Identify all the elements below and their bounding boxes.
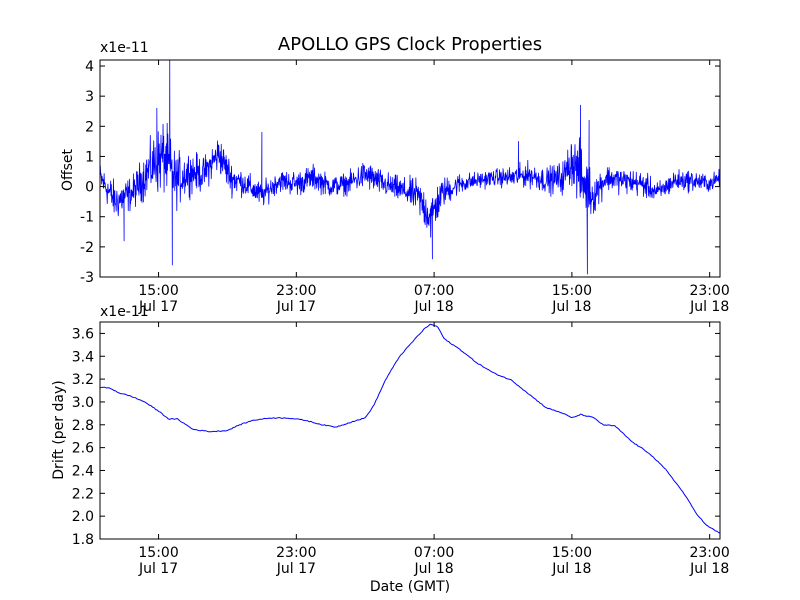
- offset-ytick-label: 2: [85, 119, 94, 135]
- offset-series-line-0: [100, 60, 720, 275]
- drift-plot-frame: [99, 321, 721, 540]
- drift-series-line-0: [100, 323, 720, 534]
- offset-xtick-date-label: Jul 17: [138, 299, 178, 315]
- drift-xtick-date-label: Jul 17: [138, 561, 178, 577]
- drift-xtick-time-label: 23:00: [276, 545, 316, 561]
- offset-y-scale-label: x1e-11: [100, 40, 149, 56]
- offset-ytick-label: -1: [80, 210, 94, 226]
- offset-xtick-time-label: 23:00: [276, 283, 316, 299]
- offset-xtick-date-label: Jul 18: [689, 299, 729, 315]
- drift-ytick-label: 2.2: [72, 486, 94, 502]
- drift-ytick-label: 3.2: [72, 372, 94, 388]
- drift-ytick-label: 2.8: [72, 418, 94, 434]
- offset-ytick-label: 3: [85, 89, 94, 105]
- offset-xtick-time-label: 15:00: [138, 283, 178, 299]
- chart-title: APOLLO GPS Clock Properties: [278, 34, 542, 55]
- drift-xtick-date-label: Jul 18: [414, 561, 454, 577]
- drift-ytick-label: 3.4: [72, 349, 94, 365]
- offset-xtick-time-label: 23:00: [689, 283, 729, 299]
- offset-ytick-label: 1: [85, 149, 94, 165]
- drift-xtick-date-label: Jul 18: [551, 561, 591, 577]
- offset-y-axis-label: Offset: [60, 148, 76, 191]
- drift-xtick-time-label: 23:00: [689, 545, 729, 561]
- drift-y-scale-label: x1e-11: [100, 304, 149, 320]
- drift-xtick-date-label: Jul 17: [276, 561, 316, 577]
- offset-ytick-label: 0: [85, 180, 94, 196]
- drift-xtick-time-label: 15:00: [552, 545, 592, 561]
- drift-xtick-date-label: Jul 18: [689, 561, 729, 577]
- drift-ytick-label: 3.0: [72, 395, 94, 411]
- drift-ytick-label: 1.8: [72, 532, 94, 548]
- offset-xtick-date-label: Jul 18: [551, 299, 591, 315]
- offset-xtick-time-label: 07:00: [414, 283, 454, 299]
- drift-xtick-time-label: 07:00: [414, 545, 454, 561]
- offset-plot-frame: [99, 59, 721, 278]
- drift-xtick-time-label: 15:00: [138, 545, 178, 561]
- offset-xtick-time-label: 15:00: [552, 283, 592, 299]
- offset-xtick-date-label: Jul 17: [276, 299, 316, 315]
- drift-y-axis-label: Drift (per day): [51, 380, 67, 479]
- drift-ytick-label: 3.6: [72, 326, 94, 342]
- offset-ytick-label: -2: [80, 240, 94, 256]
- offset-xtick-date-label: Jul 18: [414, 299, 454, 315]
- offset-ytick-label: -3: [80, 270, 94, 286]
- offset-ytick-label: 4: [85, 59, 94, 75]
- drift-ytick-label: 2.0: [72, 509, 94, 525]
- drift-axes: x1e-11 Drift (per day) Date (GMT) 1.8 2.0…: [51, 304, 730, 595]
- drift-ytick-label: 2.4: [72, 463, 94, 479]
- drift-ytick-label: 2.6: [72, 441, 94, 457]
- drift-x-axis-label: Date (GMT): [370, 579, 450, 595]
